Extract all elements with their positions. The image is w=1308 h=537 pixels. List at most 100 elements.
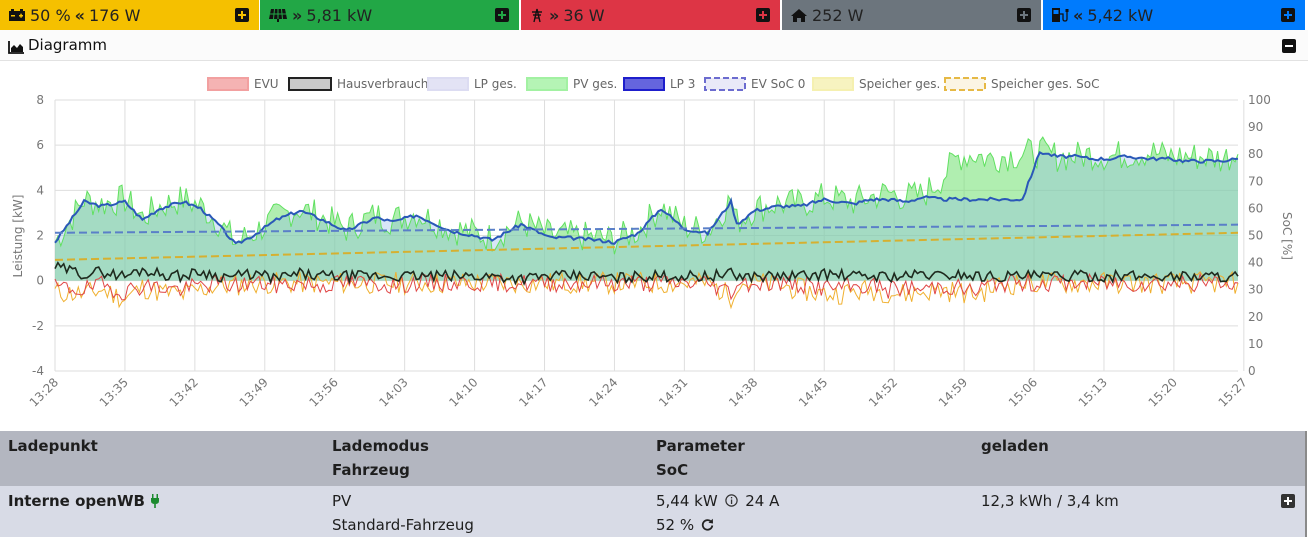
status-bar: 50 % « 176 W » 5,81 kW » 36 W 252 W « 5,… (0, 0, 1308, 30)
y-tick-label: 0 (36, 274, 44, 288)
y2-tick-label: 30 (1248, 283, 1263, 297)
refresh-icon[interactable] (701, 518, 714, 531)
y2-tick-label: 20 (1248, 310, 1263, 324)
expand-icon[interactable] (235, 8, 249, 22)
legend-label: Speicher ges. SoC (991, 77, 1100, 91)
legend-label: EV SoC 0 (751, 77, 805, 91)
legend-label: PV ges. (573, 77, 617, 91)
x-tick-label: 14:10 (446, 375, 480, 409)
legend-label: LP ges. (474, 77, 517, 91)
arrow-icon: « (1073, 5, 1084, 25)
vehicle-soc-text: 52 % (656, 516, 695, 534)
header-soc: SoC (656, 461, 689, 479)
x-tick-label: 15:06 (1006, 375, 1040, 409)
x-tick-label: 14:59 (936, 375, 970, 409)
x-tick-label: 14:17 (516, 375, 550, 409)
plug-icon (151, 494, 160, 508)
y2-tick-label: 60 (1248, 201, 1263, 215)
x-tick-label: 15:13 (1076, 375, 1110, 409)
pv-area (55, 137, 1238, 281)
charge-mode[interactable]: PV (332, 492, 352, 510)
house-icon (790, 8, 808, 23)
chargepoint-name-text: Interne openWB (8, 492, 145, 510)
arrow-icon: » (292, 5, 303, 25)
expand-icon[interactable] (1281, 8, 1295, 22)
y-tick-label: 2 (36, 229, 44, 243)
grid-tile[interactable]: » 36 W (521, 0, 780, 30)
legend-swatch (812, 77, 854, 91)
hausverbrauch-line (54, 261, 1239, 287)
vehicle-name: Standard-Fahrzeug (332, 516, 474, 534)
x-tick-label: 15:27 (1216, 375, 1250, 409)
pv-line (54, 136, 1239, 255)
x-tick-label: 13:35 (97, 375, 131, 409)
header-geladen: geladen (981, 437, 1049, 455)
legend-swatch (427, 77, 469, 91)
y2-tick-label: 100 (1248, 93, 1271, 107)
charging-tile[interactable]: « 5,42 kW (1043, 0, 1305, 30)
legend-swatch (623, 77, 665, 91)
table-row[interactable]: Interne openWB PV Standard-Fahrzeug 5,44… (0, 486, 1307, 537)
battery-icon (8, 8, 26, 22)
x-tick-label: 13:42 (167, 375, 201, 409)
diagram-title: Diagramm (28, 36, 108, 54)
evu-line (54, 272, 1239, 301)
battery-tile[interactable]: 50 % « 176 W (0, 0, 259, 30)
legend-swatch (207, 77, 249, 91)
y2-tick-label: 40 (1248, 256, 1263, 270)
charge-parameter: 5,44 kW 24 A (656, 492, 779, 510)
x-tick-label: 15:20 (1146, 375, 1180, 409)
table-header: Ladepunkt Lademodus Fahrzeug Parameter S… (0, 431, 1307, 486)
x-tick-label: 14:45 (796, 375, 830, 409)
charge-power: 5,44 kW (656, 492, 718, 510)
info-icon (725, 494, 739, 507)
y2-tick-label: 10 (1248, 337, 1263, 351)
x-tick-label: 13:28 (27, 375, 61, 409)
chart-lines (54, 136, 1239, 310)
legend-swatch (288, 77, 332, 91)
house-power: 252 W (812, 5, 864, 25)
diagram-header[interactable]: Diagramm (0, 30, 1308, 61)
legend-label: EVU (254, 77, 279, 91)
chart-areas (55, 137, 1238, 281)
expand-icon[interactable] (495, 8, 509, 22)
y2-axis-label: SoC [%] (1280, 212, 1294, 260)
area-chart-icon (8, 39, 24, 58)
y-axis-label: Leistung [kW] (11, 195, 25, 278)
legend-label: Hausverbrauch (337, 77, 428, 91)
chargepoint-name: Interne openWB (8, 492, 160, 510)
y2-tick-label: 0 (1248, 364, 1256, 378)
y2-tick-label: 80 (1248, 147, 1263, 161)
chart-legend: EVU Hausverbrauch LP ges. PV ges. LP 3 EV SoC… (207, 77, 1100, 91)
charged-energy: 12,3 kWh / 3,4 km (981, 492, 1119, 510)
expand-row-icon[interactable] (1281, 493, 1295, 512)
collapse-icon[interactable] (1282, 38, 1296, 57)
pv-power: 5,81 kW (306, 5, 373, 25)
ev-soc-line (54, 223, 1239, 234)
y-tick-label: 4 (36, 183, 44, 197)
header-lademodus: Lademodus (332, 437, 429, 455)
legend-label: LP 3 (670, 77, 695, 91)
house-tile[interactable]: 252 W (782, 0, 1041, 30)
speicher-soc-line (54, 231, 1239, 261)
expand-icon[interactable] (756, 8, 770, 22)
y-tick-label: -2 (32, 319, 44, 333)
legend-label: Speicher ges. (859, 77, 940, 91)
arrow-icon: » (549, 5, 560, 25)
legend-swatch (704, 77, 746, 91)
x-tick-label: 14:52 (866, 375, 900, 409)
x-tick-label: 14:03 (376, 375, 410, 409)
pv-tile[interactable]: » 5,81 kW (260, 0, 519, 30)
chargepoint-table: Ladepunkt Lademodus Fahrzeug Parameter S… (0, 431, 1308, 537)
grid-tower-icon (529, 7, 545, 23)
y2-tick-label: 90 (1248, 120, 1263, 134)
header-ladepunkt: Ladepunkt (8, 437, 98, 455)
y2-tick-label: 70 (1248, 174, 1263, 188)
solar-panel-icon (268, 8, 288, 22)
expand-icon[interactable] (1017, 8, 1031, 22)
arrow-icon: « (74, 5, 85, 25)
battery-soc: 50 % (30, 5, 71, 25)
legend-swatch (944, 77, 986, 91)
x-tick-label: 14:31 (656, 375, 690, 409)
y-tick-label: 6 (36, 138, 44, 152)
